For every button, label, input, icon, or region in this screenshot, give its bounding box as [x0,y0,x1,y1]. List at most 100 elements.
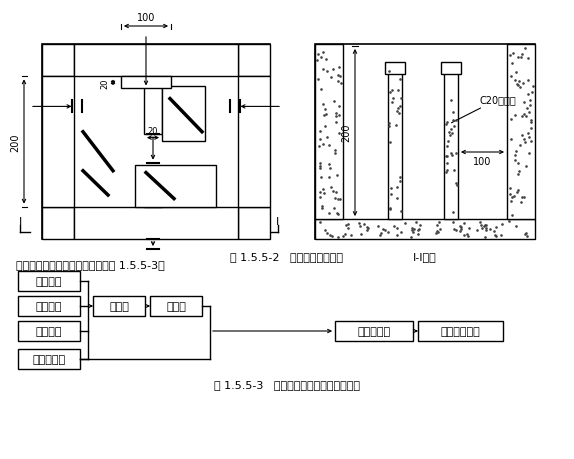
Point [460,219,469,227]
Point [522,105,531,112]
Point [392,195,401,202]
Point [325,142,334,150]
Point [517,51,526,59]
Point [414,226,424,233]
Bar [238,77,270,207]
Point [407,224,416,232]
Point [335,130,344,138]
Point [386,205,395,213]
Bar [18,349,80,369]
Point [362,227,371,234]
Point [446,126,455,134]
Point [336,80,346,87]
Point [315,128,324,135]
Point [334,73,343,80]
Point [517,132,526,140]
Bar [507,45,535,219]
Point [330,147,339,154]
Point [359,221,369,228]
Point [520,99,529,106]
Point [516,54,525,62]
Point [490,228,499,235]
Bar [93,297,145,316]
Point [392,108,401,116]
Point [511,157,520,164]
Point [507,116,516,123]
Text: 基坑降水: 基坑降水 [36,302,62,311]
Point [450,167,459,174]
Point [441,153,451,160]
Text: 三级沉淀池: 三级沉淀池 [358,326,390,336]
Bar [135,165,216,207]
Point [347,232,356,240]
Bar [75,45,238,77]
Point [315,136,324,144]
Point [506,135,515,143]
Text: 200: 200 [341,123,351,142]
Point [327,74,336,82]
Point [452,181,461,189]
Point [335,65,344,72]
Bar [385,63,405,75]
Point [512,223,521,230]
Point [443,119,452,127]
Point [509,193,518,201]
Point [459,232,468,240]
Point [343,224,352,232]
Point [393,224,402,232]
Text: 200: 200 [10,134,20,152]
Point [444,129,453,136]
Point [508,61,517,68]
Point [456,226,466,233]
Point [315,144,324,151]
Point [394,105,403,112]
Point [511,69,521,76]
Point [481,222,490,229]
Point [335,196,344,203]
Point [397,95,406,102]
Point [356,231,366,238]
Point [316,55,325,62]
Point [341,231,350,239]
Point [486,226,495,233]
Text: 20: 20 [148,126,158,135]
Bar [144,168,162,207]
Bar [418,321,503,341]
Point [447,130,456,137]
Bar [388,67,402,219]
Point [507,193,517,201]
Point [321,56,331,63]
Text: 施工地面排水系统的水流走向见图 1.5.5-3。: 施工地面排水系统的水流走向见图 1.5.5-3。 [16,259,165,269]
Bar [238,207,270,240]
Point [518,80,528,88]
Point [510,112,519,120]
Text: 洗车槽污水: 洗车槽污水 [33,354,65,364]
Point [477,225,486,232]
Point [515,142,525,150]
Bar [18,321,80,341]
Point [507,73,516,80]
Text: 排水沟: 排水沟 [109,302,129,311]
Point [507,198,516,205]
Point [523,78,533,85]
Point [341,222,350,229]
Point [388,99,397,106]
Point [414,231,423,238]
Point [505,218,514,226]
Point [355,222,364,230]
Point [457,224,466,231]
Point [451,227,460,234]
Text: 20: 20 [100,78,109,89]
Point [521,230,530,238]
Point [313,57,322,64]
Point [456,228,465,235]
Bar [42,207,75,240]
Point [380,227,389,235]
Point [316,189,325,196]
Point [519,194,529,201]
Point [325,174,334,181]
Point [388,95,397,102]
Point [316,165,325,173]
Point [320,227,329,234]
Text: 100: 100 [473,157,491,167]
